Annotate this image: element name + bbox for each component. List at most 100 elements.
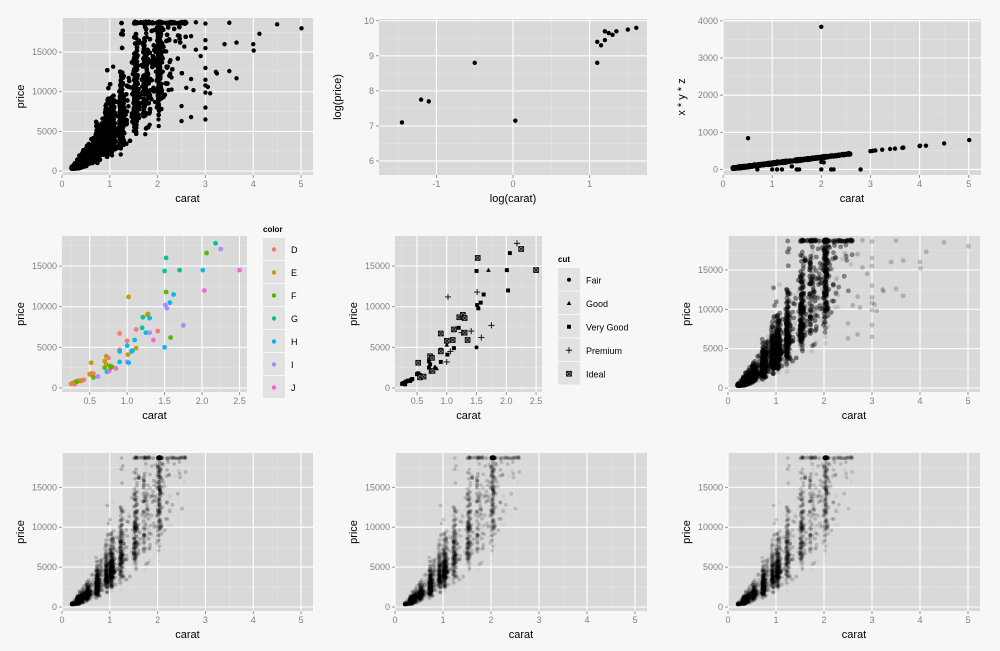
y-tick-label: 0 (52, 166, 57, 176)
chart-svg: 0.5 1.0 1.5 2.0 2.5050001000015000caratprice… (330, 220, 660, 430)
y-tick-label: 3000 (698, 53, 718, 63)
y-axis-title: price (348, 520, 360, 544)
y-tick-label: 0 (385, 602, 390, 612)
x-tick-label: 3 (869, 615, 874, 625)
y-tick-label: 1000 (698, 127, 718, 137)
y-tick-label: 15000 (365, 482, 390, 492)
x-tick-label: 5 (299, 615, 304, 625)
x-tick-label: 5 (965, 396, 970, 406)
x-tick-label: 5 (299, 179, 304, 189)
y-tick-label: 15000 (698, 265, 723, 275)
y-tick-label: 15000 (32, 47, 57, 57)
x-tick-label: 2.5 (530, 396, 543, 406)
x-tick-label: 2 (488, 615, 493, 625)
x-tick-label: 4 (917, 615, 922, 625)
y-tick-label: 5000 (703, 344, 723, 354)
x-tick-label: 3 (869, 396, 874, 406)
x-axis-title: carat (142, 410, 166, 422)
x-tick-label: 1 (107, 615, 112, 625)
y-tick-label: 10000 (32, 522, 57, 532)
plot-price-vs-carat: 0 1 2 3 4 5 0 5000 10000 15000 carat price (0, 0, 330, 215)
plot-price-vs-carat-alpha-200: 0 1 2 3 4 5 0 5000 10000 15000 carat price (330, 440, 660, 651)
legend-label: D (291, 245, 298, 255)
x-tick-label: 3 (203, 179, 208, 189)
y-axis-title: price (15, 302, 27, 326)
x-tick-label: 2.0 (196, 396, 209, 406)
y-tick-label: 0 (52, 383, 57, 393)
legend-label: I (291, 360, 294, 370)
y-tick-label: 0 (718, 383, 723, 393)
y-tick-label: 15000 (32, 261, 57, 271)
x-tick-label: 1.5 (470, 396, 483, 406)
y-tick-label: 15000 (698, 482, 723, 492)
x-tick-label: 3 (868, 179, 873, 189)
y-tick-label: 5000 (370, 342, 390, 352)
y-tick-label: 10000 (365, 302, 390, 312)
legend-label: G (291, 314, 298, 324)
x-tick-label: -1 (432, 179, 440, 189)
legend-label: Very Good (586, 322, 629, 332)
y-axis-title: log(price) (332, 74, 344, 120)
x-tick-label: 1 (587, 179, 592, 189)
y-axis-title: price (681, 302, 693, 326)
x-tick-label: 0 (510, 179, 515, 189)
x-tick-label: 2 (155, 615, 160, 625)
y-tick-label: 9 (369, 51, 374, 61)
legend-label: Good (586, 299, 608, 309)
plot-logprice-vs-logcarat: -1 0 1 6 7 8 9 10 log(carat) log(price) (330, 0, 660, 215)
plot-price-vs-carat-alpha-10: 0 1 2 3 4 5 0 5000 10000 15000 carat price (660, 220, 1000, 430)
y-tick-label: 5000 (37, 562, 57, 572)
x-tick-label: 0 (392, 615, 397, 625)
x-tick-label: 1 (440, 615, 445, 625)
x-tick-label: 4 (917, 179, 922, 189)
y-tick-label: 5000 (37, 342, 57, 352)
plot-price-vs-carat-by-cut: 0.5 1.0 1.5 2.0 2.5 0 5000 10000 15000 carat price… (330, 220, 660, 430)
x-tick-label: 2.0 (500, 396, 513, 406)
x-tick-label: 3 (536, 615, 541, 625)
plot-price-vs-carat-by-color: 0.5 1.0 1.5 2.0 2.5 0 5000 10000 15000 carat price… (0, 220, 330, 430)
x-tick-label: 1 (107, 179, 112, 189)
x-tick-label: 0 (59, 179, 64, 189)
x-axis-title: carat (842, 629, 866, 641)
x-axis-title: carat (175, 629, 199, 641)
x-tick-label: 2.5 (233, 396, 246, 406)
x-tick-label: 5 (966, 179, 971, 189)
x-tick-label: 1.0 (441, 396, 454, 406)
x-tick-label: 4 (251, 179, 256, 189)
x-tick-label: 1 (773, 396, 778, 406)
legend-label: F (291, 291, 297, 301)
x-tick-label: 2 (819, 179, 824, 189)
y-tick-label: 10000 (698, 304, 723, 314)
legend-title: cut (558, 255, 570, 264)
x-axis-title: carat (509, 629, 533, 641)
x-tick-label: 0.5 (411, 396, 424, 406)
legend-label: Fair (586, 275, 602, 285)
legend-label: Premium (586, 346, 622, 356)
x-tick-label: 0 (725, 396, 730, 406)
x-tick-label: 0.5 (83, 396, 96, 406)
x-tick-label: 2 (821, 615, 826, 625)
legend-label: Ideal (586, 369, 606, 379)
plot-price-vs-carat-alpha-250: 0 1 2 3 4 5 0 5000 10000 15000 carat price (660, 440, 1000, 651)
y-tick-label: 10 (364, 16, 374, 26)
y-axis-title: x * y * z (676, 78, 688, 115)
y-tick-label: 10000 (365, 522, 390, 532)
plot-price-vs-carat-alpha-100: 0 1 2 3 4 5 0 5000 10000 15000 carat price (0, 440, 330, 651)
y-tick-label: 15000 (365, 261, 390, 271)
y-tick-label: 5000 (37, 126, 57, 136)
y-axis-title: price (681, 520, 693, 544)
x-axis-title: carat (456, 410, 480, 422)
x-tick-label: 5 (632, 615, 637, 625)
y-tick-label: 4000 (698, 16, 718, 26)
y-tick-label: 2000 (698, 90, 718, 100)
y-tick-label: 6 (369, 156, 374, 166)
y-axis-title: price (15, 85, 27, 109)
plot-volume-vs-carat: 0 1 2 3 4 5 0 1000 2000 3000 4000 carat x * y * z (660, 0, 1000, 215)
x-tick-label: 0 (720, 179, 725, 189)
